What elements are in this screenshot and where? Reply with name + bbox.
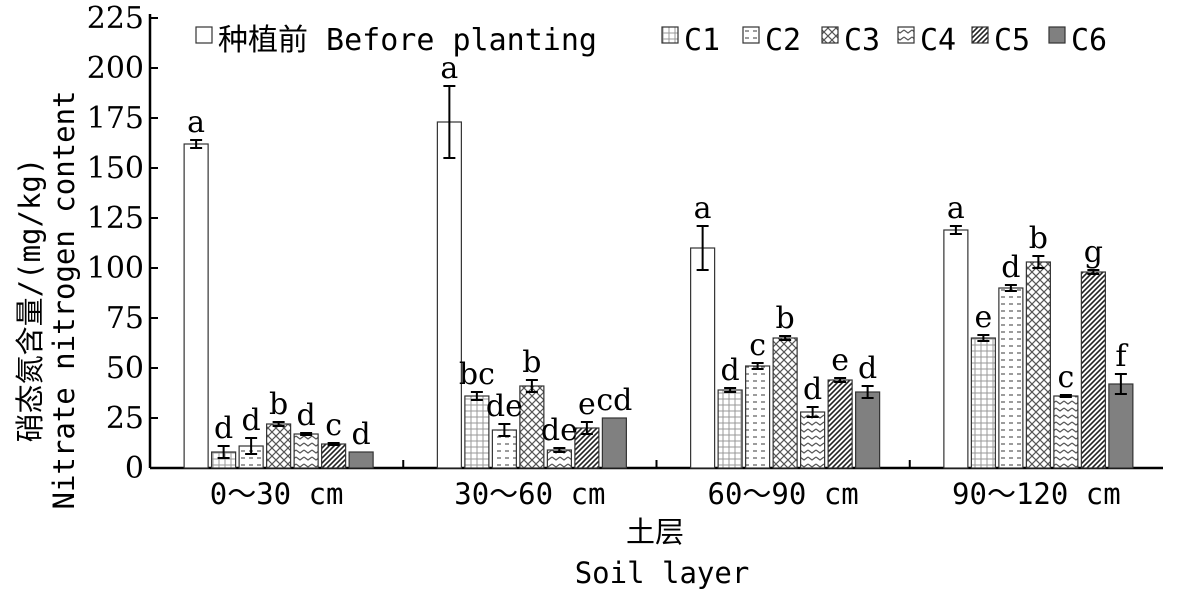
bar-before-planting	[943, 229, 969, 469]
bar-c1	[970, 337, 996, 469]
x-tick-label: 30～60 cm	[454, 477, 605, 511]
y-tick-label: 150	[87, 151, 144, 186]
significance-letter: b	[1029, 221, 1048, 256]
error-bars	[190, 85, 1127, 459]
y-axis-title: Nitrate nitrogen content	[47, 90, 81, 509]
significance-letter: b	[522, 345, 541, 380]
legend-label-c5: C5	[994, 23, 1030, 58]
legend-swatch-before-planting	[195, 26, 213, 44]
y-tick-label: 0	[125, 451, 144, 486]
legend-swatch-c5	[971, 26, 989, 44]
bar-before-planting	[436, 121, 462, 469]
significance-letter: d	[242, 403, 261, 438]
significance-letter: g	[1084, 235, 1103, 270]
bar-c4	[1053, 395, 1079, 469]
bar-c6	[601, 417, 627, 469]
bar-c6	[348, 451, 374, 469]
legend-label-before-planting: 种植前 Before planting	[218, 23, 597, 58]
y-tick-label: 75	[106, 301, 144, 336]
significance-letter: f	[1115, 339, 1128, 374]
x-axis-category-labels: 0～30 cm 30～60 cm 60～90 cm 90～120 cm	[210, 460, 1121, 511]
x-axis-title: Soil layer	[575, 556, 750, 590]
bar-c5	[321, 443, 347, 469]
bar-c5	[827, 379, 853, 469]
significance-letter: a	[947, 191, 965, 226]
significance-letter: b	[269, 387, 288, 422]
x-axis-title-cn: 土层	[626, 515, 684, 549]
bar-c1	[717, 389, 743, 469]
bar-c2	[745, 365, 771, 469]
bar-c1	[464, 395, 490, 469]
legend-swatch-c2	[742, 26, 760, 44]
legend-swatch-c1	[661, 26, 679, 44]
legend-swatch-c4	[897, 26, 915, 44]
significance-letter: d	[1001, 250, 1020, 285]
significance-letter: a	[694, 191, 712, 226]
significance-letter: de	[486, 389, 523, 424]
y-tick-label: 50	[106, 351, 144, 386]
significance-letter: d	[214, 411, 233, 446]
significance-letter: e	[831, 343, 849, 378]
significance-letter: c	[749, 328, 766, 363]
significance-letter: e	[578, 387, 596, 422]
significance-letter: d	[352, 417, 371, 452]
significance-letter: d	[721, 353, 740, 388]
bars	[183, 121, 1134, 469]
bar-c3	[1025, 261, 1051, 469]
legend: 种植前 Before planting C1 C2 C3 C4 C5 C6	[195, 23, 1107, 58]
y-tick-label: 100	[87, 251, 144, 286]
bar-c5	[1080, 271, 1106, 469]
legend-swatch-c6	[1048, 26, 1066, 44]
x-tick-label: 90～120 cm	[952, 477, 1121, 511]
y-tick-label: 225	[87, 1, 144, 36]
bar-before-planting	[690, 247, 716, 469]
significance-letter: e	[974, 300, 992, 335]
legend-label-c2: C2	[765, 23, 801, 58]
significance-letter: c	[1057, 360, 1074, 395]
legend-swatch-c3	[821, 26, 839, 44]
y-tick-label: 175	[87, 101, 144, 136]
significance-letter: d	[858, 351, 877, 386]
bar-c3	[772, 337, 798, 469]
bar-c3	[266, 423, 292, 469]
significance-letter: cd	[596, 383, 632, 418]
legend-label-c6: C6	[1071, 23, 1107, 58]
bar-c4	[800, 411, 826, 469]
significance-letter: d	[803, 372, 822, 407]
y-tick-label: 200	[87, 51, 144, 86]
significance-letter: a	[440, 51, 458, 86]
bar-before-planting	[183, 143, 209, 469]
significance-letter: de	[541, 413, 578, 448]
significance-letter: c	[325, 408, 342, 443]
x-tick-label: 0～30 cm	[210, 477, 344, 511]
bar-c6	[855, 391, 881, 469]
significance-letter: a	[187, 105, 205, 140]
significance-letter: b	[776, 301, 795, 336]
bar-c6	[1108, 383, 1134, 469]
legend-label-c1: C1	[684, 23, 720, 58]
significance-letter: d	[297, 398, 316, 433]
legend-label-c4: C4	[920, 23, 956, 58]
significance-letter: bc	[459, 357, 495, 392]
legend-label-c3: C3	[844, 23, 880, 58]
y-tick-label: 125	[87, 201, 144, 236]
bar-c4	[293, 433, 319, 469]
y-axis-ticks: 0 25 50 75 100 125 150 175 200 225	[87, 1, 158, 486]
x-tick-label: 60～90 cm	[708, 477, 859, 511]
y-axis-title-cn: 硝态氮含量/(mg/kg)	[13, 158, 47, 443]
bar-c2	[998, 287, 1024, 469]
y-tick-label: 25	[106, 401, 144, 436]
